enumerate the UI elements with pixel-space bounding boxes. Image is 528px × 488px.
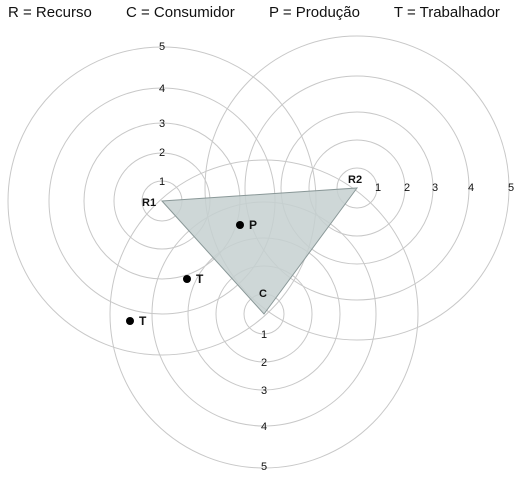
r1-ring-label-2: 2 bbox=[159, 147, 165, 159]
r2-ring-4 bbox=[244, 75, 470, 301]
r2-rings bbox=[204, 35, 510, 341]
r2-ring-labels: 1 2 3 4 5 bbox=[375, 182, 514, 194]
legend-consumidor: C = Consumidor bbox=[125, 4, 235, 21]
c-label: C bbox=[259, 288, 267, 300]
t1-point-label: T bbox=[196, 272, 204, 286]
r2-ring-3 bbox=[280, 111, 434, 265]
legend-trabalhador: T = Trabalhador bbox=[393, 4, 500, 21]
c-ring-label-2: 2 bbox=[261, 357, 267, 369]
r1-ring-label-3: 3 bbox=[159, 118, 165, 130]
t2-point-marker bbox=[126, 317, 134, 325]
c-ring-label-4: 4 bbox=[261, 421, 267, 433]
r2-ring-label-5: 5 bbox=[508, 182, 514, 194]
p-point-label: P bbox=[249, 218, 257, 232]
r2-ring-5 bbox=[204, 35, 510, 341]
r2-ring-1 bbox=[336, 167, 378, 209]
r2-ring-label-3: 3 bbox=[432, 182, 438, 194]
r1-ring-labels: 1 2 3 4 5 bbox=[159, 41, 165, 188]
r1-ring-label-4: 4 bbox=[159, 83, 165, 95]
t2-point-label: T bbox=[139, 314, 147, 328]
r1-label: R1 bbox=[142, 197, 156, 209]
r2-ring-label-2: 2 bbox=[404, 182, 410, 194]
legend-producao: P = Produção bbox=[268, 4, 360, 21]
r2-ring-label-4: 4 bbox=[468, 182, 474, 194]
r2-label: R2 bbox=[348, 174, 362, 186]
r2-ring-2 bbox=[308, 139, 406, 237]
location-triangle bbox=[160, 187, 359, 315]
c-ring-5 bbox=[109, 159, 419, 469]
r2-ring-label-1: 1 bbox=[375, 182, 381, 194]
legend: R = Recurso C = Consumidor P = Produção … bbox=[8, 4, 528, 21]
c-ring-labels: 1 2 3 4 5 bbox=[261, 329, 267, 473]
t1-point-marker bbox=[183, 275, 191, 283]
c-ring-label-5: 5 bbox=[261, 461, 267, 473]
r1-ring-label-5: 5 bbox=[159, 41, 165, 53]
c-ring-label-1: 1 bbox=[261, 329, 267, 341]
p-point-marker bbox=[236, 221, 244, 229]
r1-ring-label-1: 1 bbox=[159, 176, 165, 188]
legend-recurso: R = Recurso bbox=[8, 4, 92, 21]
c-ring-label-3: 3 bbox=[261, 385, 267, 397]
